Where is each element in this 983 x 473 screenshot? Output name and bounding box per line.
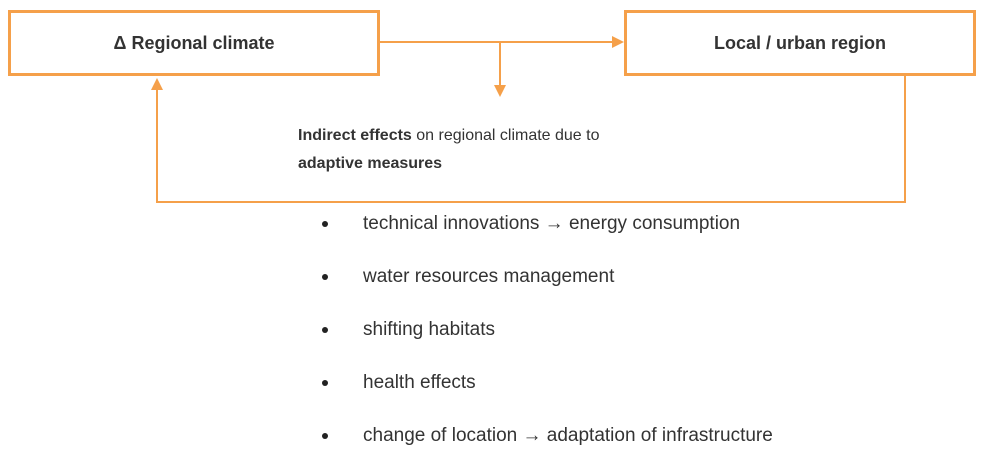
- effect-lead: Indirect effects: [298, 127, 412, 144]
- measure-item: health effects: [318, 367, 773, 420]
- effect-body: on regional climate due to: [416, 127, 600, 144]
- measure-item: technical innovations → energy consumpti…: [318, 208, 773, 261]
- measure-item: change of location → adaptation of infra…: [318, 420, 773, 473]
- feedback-arrow: [151, 76, 906, 203]
- node-box: Δ Regional climate: [8, 10, 380, 76]
- effect-text: Indirect effects on regional climate due…: [298, 122, 600, 178]
- effect-tail: adaptive measures: [298, 155, 443, 172]
- node-box: Local / urban region: [624, 10, 976, 76]
- measure-list: technical innovations → energy consumpti…: [318, 208, 773, 473]
- measure-item: shifting habitats: [318, 314, 773, 367]
- page: Δ Regional climate Local / urban region …: [8, 10, 976, 446]
- connectors: [151, 36, 906, 203]
- measure-item: water resources management: [318, 261, 773, 314]
